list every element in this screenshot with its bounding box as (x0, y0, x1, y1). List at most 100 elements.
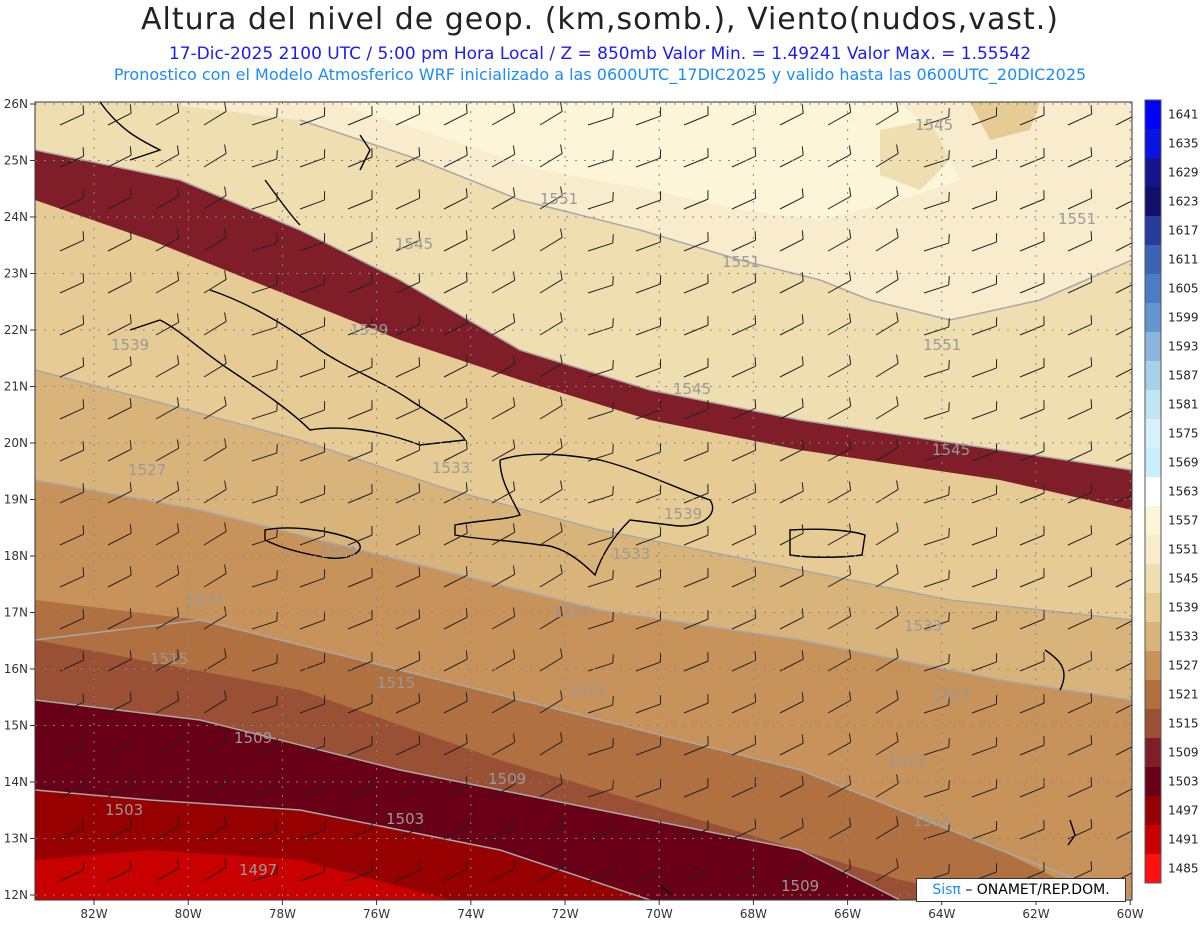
wind-barb-feather (129, 356, 132, 366)
wind-barb-staff (491, 321, 515, 336)
wind-barb-feather (129, 230, 132, 240)
contour-label: 1509 (781, 877, 819, 895)
wind-barb-staff (827, 573, 851, 588)
wind-barb-staff (395, 743, 420, 756)
lat-label: 16N (4, 662, 28, 676)
wind-barb-staff (107, 364, 132, 378)
wind-barb-staff (203, 446, 227, 462)
wind-barb-feather (224, 564, 227, 574)
wind-barb-feather (848, 229, 852, 239)
wind-barb-feather (948, 234, 950, 244)
colorbar-label: 1539 (1168, 601, 1199, 615)
wind-barb-staff (1067, 155, 1092, 168)
wind-barb-feather (82, 273, 85, 283)
wind-barb-feather (560, 144, 563, 154)
contour-label: 1527 (553, 603, 591, 621)
wind-barb-staff (251, 620, 277, 630)
wind-barb-feather (801, 734, 804, 744)
wind-barb-staff (1115, 788, 1132, 798)
colorbar-swatch (1145, 303, 1161, 332)
wind-barb-feather (801, 440, 804, 450)
wind-barb-staff (875, 110, 899, 126)
wind-barb-staff (251, 872, 277, 882)
wind-barb-staff (347, 744, 373, 756)
wind-barb-staff (923, 242, 949, 252)
wind-barb-staff (539, 110, 563, 126)
wind-barb-staff (779, 364, 804, 378)
wind-barb-feather (82, 819, 85, 829)
wind-barb-feather (224, 396, 227, 406)
lon-label: 60W (1117, 907, 1144, 921)
wind-barb-staff (731, 785, 756, 798)
wind-barb-staff (347, 870, 373, 882)
wind-barb-feather (1138, 860, 1139, 869)
wind-barb-feather (1138, 482, 1139, 491)
wind-barb-staff (875, 614, 899, 630)
wind-barb-staff (395, 491, 420, 504)
wind-barb-feather (848, 145, 852, 155)
wind-barb-staff (1067, 365, 1092, 378)
wind-barb-feather (560, 648, 563, 658)
wind-barb-staff (1019, 282, 1045, 294)
wind-barb-feather (612, 318, 614, 328)
colorbar-swatch (1145, 796, 1161, 825)
colorbar-label: 1503 (1168, 775, 1199, 789)
contour-labels: 1545 1551 1545 1551 1551 1551 1539 1545 1545 1539… (105, 116, 1096, 895)
wind-barb-feather (848, 775, 852, 785)
wind-barb-feather (465, 104, 468, 114)
wind-barb-feather (896, 186, 899, 196)
wind-barb-staff (923, 788, 949, 798)
wind-barb-feather (224, 606, 227, 616)
wind-barb-staff (1019, 240, 1045, 252)
wind-barb-feather (754, 651, 757, 661)
lat-label: 24N (4, 210, 28, 224)
wind-barb-feather (754, 147, 757, 157)
wind-barb-staff (59, 533, 84, 546)
wind-barb-staff (59, 869, 84, 882)
wind-barb-staff (443, 616, 468, 630)
wind-barb-feather (176, 439, 180, 449)
lon-label: 80W (175, 907, 202, 921)
wind-barb-feather (82, 315, 85, 325)
wind-barb-feather (276, 192, 278, 202)
wind-barb-staff (923, 284, 949, 294)
contour-label: 1545 (673, 380, 711, 398)
wind-barb-staff (875, 320, 899, 336)
wind-barb-staff (395, 827, 420, 840)
wind-barb-staff (875, 362, 899, 378)
wind-barb-feather (612, 360, 614, 370)
wind-barb-staff (59, 155, 84, 168)
wind-barb-staff (59, 743, 84, 756)
wind-barb-feather (560, 816, 563, 826)
colorbar-label: 1581 (1168, 398, 1199, 412)
colorbar-label: 1587 (1168, 369, 1199, 383)
wind-barb-feather (512, 145, 516, 155)
wind-barb-feather (224, 690, 227, 700)
wind-barb-feather (176, 187, 180, 197)
wind-barb-staff (59, 113, 84, 126)
wind-barb-staff (683, 744, 709, 756)
wind-barb-feather (1090, 147, 1093, 157)
wind-barb-staff (779, 406, 804, 420)
wind-barb-feather (848, 817, 852, 827)
wind-barb-staff (587, 242, 613, 252)
wind-barb-staff (203, 236, 227, 252)
wind-barb-feather (1138, 272, 1139, 281)
wind-barb-feather (612, 738, 614, 748)
wind-barb-staff (539, 278, 563, 294)
wind-barb-staff (971, 829, 997, 840)
wind-barb-staff (971, 451, 997, 462)
wind-barb-feather (848, 397, 852, 407)
lat-label: 22N (4, 323, 28, 337)
wind-barb-staff (155, 111, 179, 126)
wind-barb-staff (875, 446, 899, 462)
wind-barb-staff (779, 868, 804, 882)
colorbar-frame (1144, 99, 1162, 884)
wind-barb-feather (512, 439, 516, 449)
wind-barb-staff (107, 700, 132, 714)
wind-barb-staff (539, 782, 563, 798)
wind-barb-staff (1067, 827, 1092, 840)
wind-barb-feather (948, 654, 950, 664)
wind-barb-staff (971, 703, 997, 714)
wind-barb-staff (203, 278, 227, 294)
